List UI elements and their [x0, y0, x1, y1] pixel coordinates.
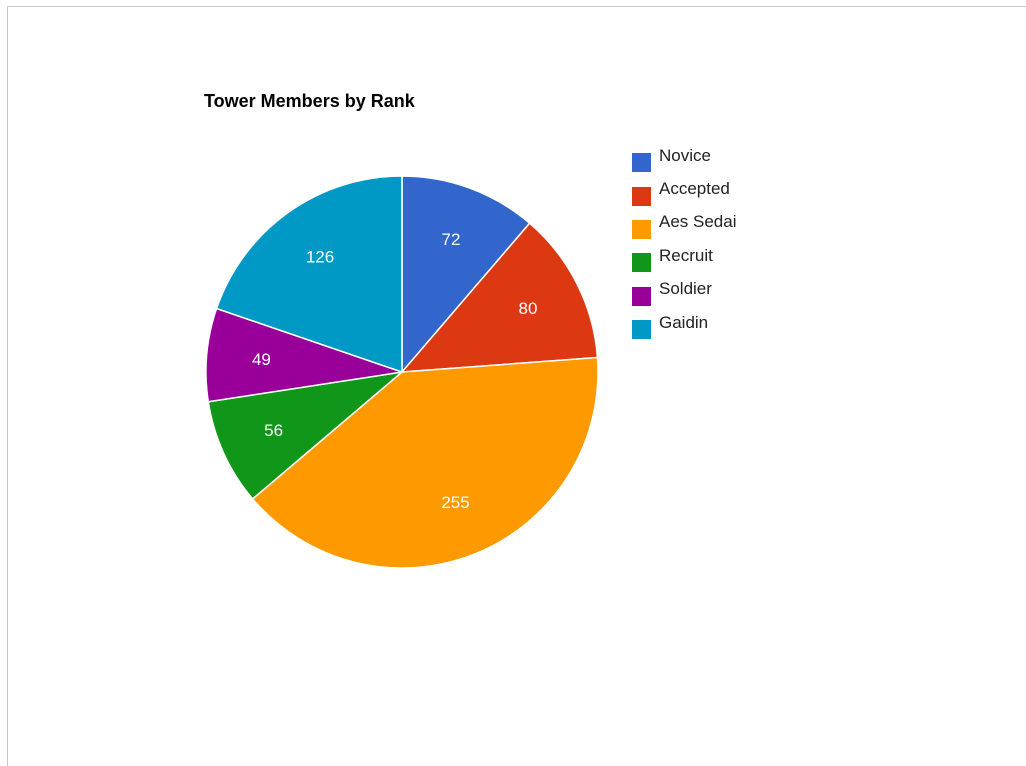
pie-slice-accepted[interactable] — [400, 222, 599, 373]
data-label-aes-sedai: 255 — [441, 493, 469, 512]
legend-swatch-soldier — [632, 286, 651, 306]
legend-label-recruit: Recruit — [659, 245, 713, 265]
legend-label-accepted: Accepted — [659, 179, 730, 199]
legend-item-gaidin[interactable]: Gaidin — [632, 313, 737, 346]
legend-swatch-novice — [632, 153, 651, 173]
pie-chart: 72 80 255 56 49 126 — [205, 175, 599, 569]
legend-label-gaidin: Gaidin — [659, 312, 709, 332]
pie-slice-recruit[interactable] — [207, 370, 405, 500]
pie-slice-aes-sedai[interactable] — [251, 356, 599, 569]
chart-title: Tower Members by Rank — [204, 91, 415, 111]
legend-item-soldier[interactable]: Soldier — [632, 279, 737, 313]
legend-item-accepted[interactable]: Accepted — [632, 179, 737, 212]
pie-slice-soldier[interactable] — [205, 307, 403, 403]
legend-label-soldier: Soldier — [659, 279, 712, 299]
legend-label-aes-sedai: Aes Sedai — [659, 212, 737, 232]
legend-item-aes-sedai[interactable]: Aes Sedai — [632, 212, 737, 246]
pie-slice-gaidin[interactable] — [215, 175, 403, 374]
data-label-accepted: 80 — [519, 299, 538, 318]
legend-swatch-recruit — [632, 253, 651, 273]
chart-legend: Novice Accepted Aes Sedai Recruit Soldie… — [632, 146, 737, 346]
legend-item-recruit[interactable]: Recruit — [632, 246, 737, 279]
legend-swatch-aes-sedai — [632, 219, 651, 239]
legend-swatch-accepted — [632, 186, 651, 206]
legend-label-novice: Novice — [659, 145, 711, 165]
pie-slice-novice[interactable] — [401, 175, 531, 375]
data-label-novice: 72 — [442, 230, 461, 249]
chart-frame — [7, 6, 1026, 766]
legend-item-novice[interactable]: Novice — [632, 146, 737, 179]
data-label-gaidin: 126 — [306, 248, 334, 267]
data-label-recruit: 56 — [264, 421, 283, 440]
legend-swatch-gaidin — [632, 320, 651, 340]
data-label-soldier: 49 — [252, 350, 271, 369]
